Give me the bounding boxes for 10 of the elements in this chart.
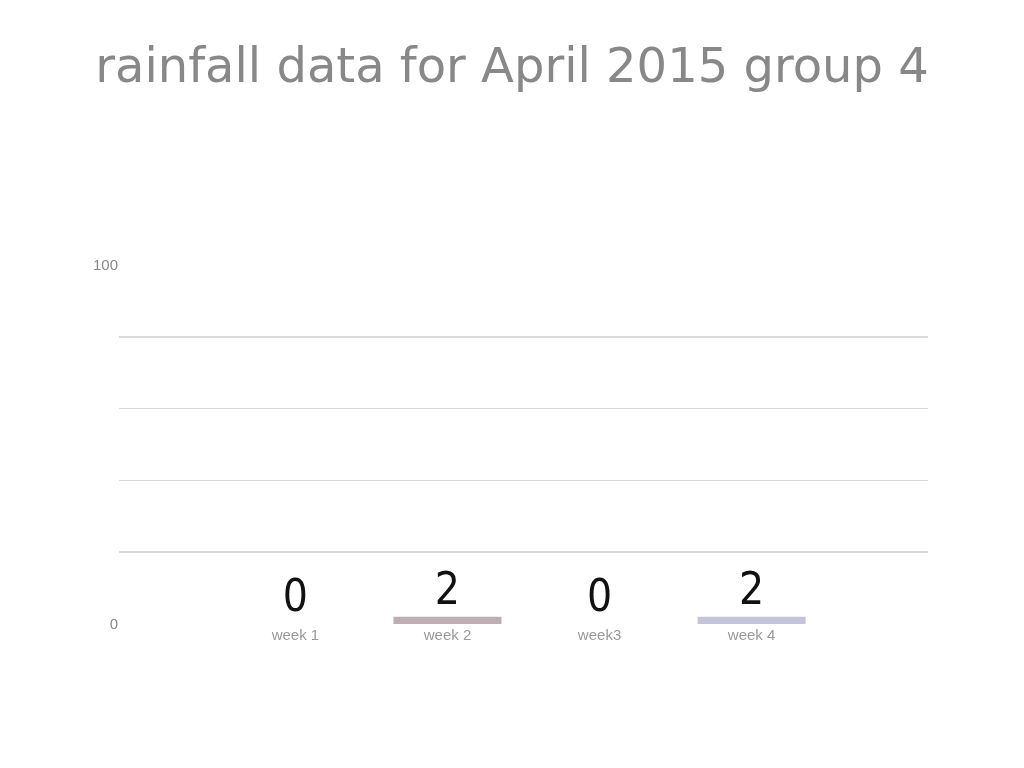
chart-title: rainfall data for April 2015 group 4 xyxy=(95,37,929,94)
x-tick-label: week 4 xyxy=(726,626,776,643)
data-label: 0 xyxy=(282,570,308,621)
x-tick-label: week 1 xyxy=(270,626,320,643)
y-tick-label: 100 xyxy=(92,256,118,274)
data-label: 2 xyxy=(434,562,461,614)
data-label: 0 xyxy=(586,570,613,621)
data-label: 2 xyxy=(739,562,765,614)
x-tick-label: week3 xyxy=(576,626,622,643)
x-tick-label: week 2 xyxy=(422,626,472,643)
